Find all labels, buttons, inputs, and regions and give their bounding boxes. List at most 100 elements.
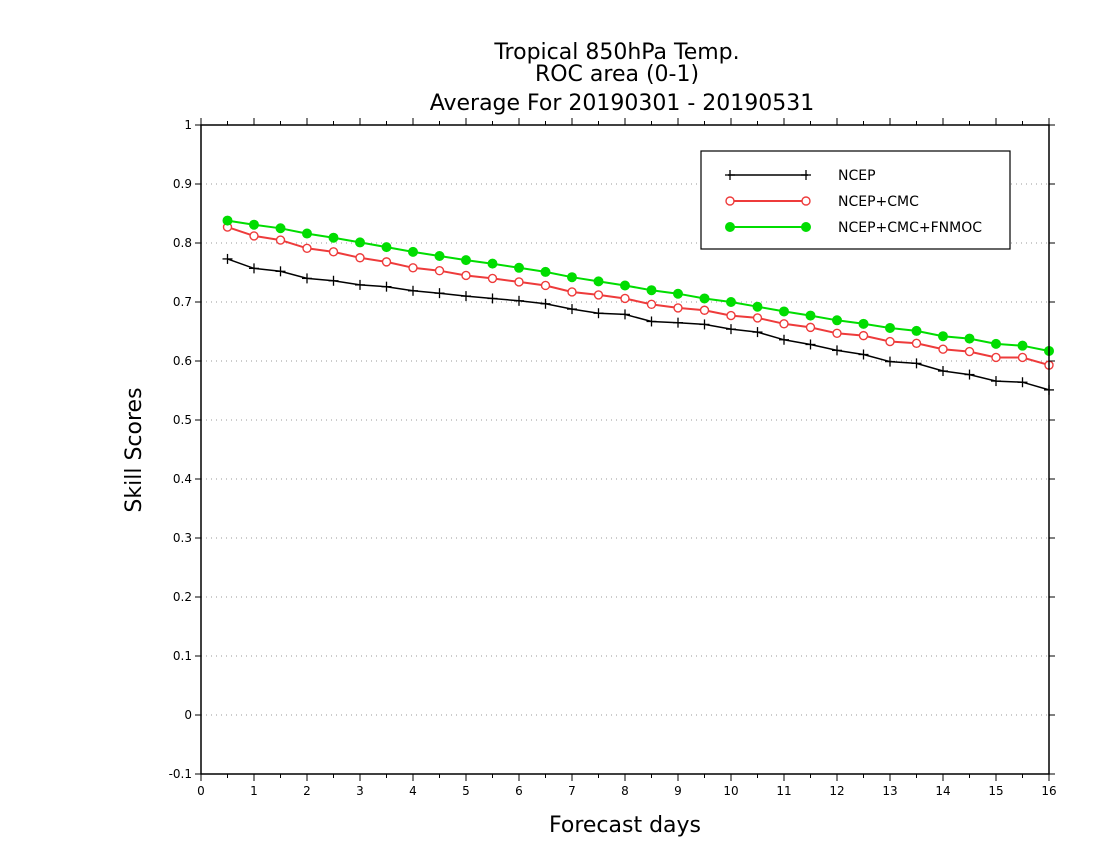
data-point [911,338,922,348]
data-point [567,304,577,315]
legend-label: NCEP [838,168,876,184]
data-point [487,293,498,304]
data-point [620,293,630,304]
data-point [991,352,1001,363]
data-point [699,319,710,330]
y-tick-label: 0.4 [173,472,192,486]
data-point [275,266,286,277]
data-point [355,253,365,263]
x-tick-label: 7 [568,784,576,798]
data-point [540,298,551,309]
y-tick-label: 0 [184,708,192,722]
data-point [355,237,365,248]
title-line-3: Average For 20190301 - 20190531 [430,91,815,116]
x-tick-label: 12 [829,784,844,798]
data-point [938,331,948,342]
data-point [620,280,630,291]
legend-marker [725,170,735,180]
data-point [911,325,922,336]
data-point [1017,352,1028,363]
x-tick-label: 11 [776,784,791,798]
y-tick-label: -0.1 [169,767,192,781]
series-2 [222,215,1054,356]
x-axis: 0 1 2 3 4 5 6 7 8 9 10 11 12 13 14 15 16 [197,118,1057,798]
x-tick-label: 16 [1041,784,1056,798]
data-point [355,279,365,290]
data-point [964,333,975,344]
y-tick-label: 0.1 [173,649,192,663]
data-point [673,288,683,299]
data-point [673,317,683,328]
data-point [1017,377,1028,388]
y-tick-label: 1 [184,118,192,132]
x-axis-label: Forecast days [549,813,701,838]
data-point [885,336,895,347]
x-tick-label: 10 [723,784,738,798]
data-point [275,235,286,245]
data-point [381,257,392,267]
data-point [938,344,948,354]
data-point [540,266,551,277]
data-point [779,319,789,329]
data-point [328,247,339,257]
data-point [567,272,577,283]
data-point [646,299,657,310]
series-1 [222,222,1054,370]
chart-title: Tropical 850hPa Temp. ROC area (0-1) Ave… [430,40,815,116]
data-point [540,280,551,291]
x-tick-label: 3 [356,784,364,798]
x-tick-label: 8 [621,784,629,798]
x-tick-label: 4 [409,784,417,798]
data-point [699,293,710,304]
legend-marker [801,222,811,232]
y-tick-label: 0.9 [173,177,192,191]
data-point [593,308,604,319]
x-tick-label: 15 [988,784,1003,798]
data-point [646,316,657,327]
legend-marker [801,170,811,180]
data-point [779,334,789,345]
series-layer [222,215,1054,395]
data-point [726,310,736,321]
data-point [752,313,763,323]
y-tick-label: 0.2 [173,590,192,604]
data-point [222,215,233,226]
x-tick-label: 6 [515,784,523,798]
data-point [646,285,657,296]
data-point [408,263,418,273]
data-point [381,281,392,292]
data-point [434,250,445,261]
legend: NCEP NCEP+CMC NCEP+CMC+FNMOC [700,150,1011,250]
data-point [328,275,339,286]
data-point [858,330,869,341]
data-point [434,288,445,299]
x-tick-label: 2 [303,784,311,798]
x-tick-label: 5 [462,784,470,798]
data-point [699,305,710,315]
data-point [461,291,471,302]
y-tick-label: 0.5 [173,413,192,427]
y-axis-label: Skill Scores [122,387,147,512]
data-point [885,356,895,367]
data-point [593,276,604,287]
data-point [726,324,736,335]
data-point [328,232,339,243]
data-point [832,328,842,338]
data-point [779,306,789,317]
data-point [805,339,816,350]
data-point [938,366,948,377]
y-axis: -0.1 0 0.1 0.2 0.3 0.4 0.5 0.6 0.7 0.8 0.9 1 [169,118,1055,781]
data-point [673,303,683,313]
data-point [1017,340,1028,351]
data-point [885,322,895,333]
data-point [858,318,869,329]
data-point [381,242,392,253]
data-point [302,243,312,254]
data-point [726,297,736,307]
legend-label: NCEP+CMC+FNMOC [838,220,982,236]
data-point [461,270,471,281]
series-0 [222,253,1054,395]
data-point [832,315,842,326]
data-point [302,228,312,239]
